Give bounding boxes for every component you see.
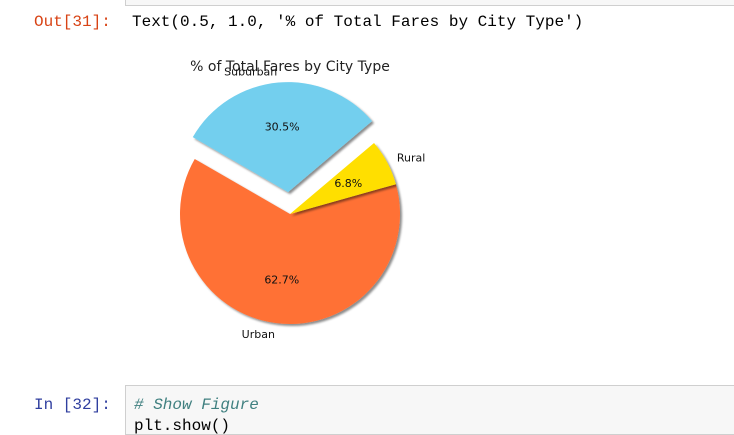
chart-title: % of Total Fares by City Type: [190, 59, 390, 75]
code-cell[interactable]: # Show Figure plt.show(): [125, 385, 734, 435]
category-label-suburban: Suburban: [224, 66, 277, 79]
pct-label-suburban: 30.5%: [265, 120, 300, 133]
code-comment: # Show Figure: [134, 396, 259, 414]
code-line: plt.show(): [134, 417, 231, 435]
pct-label-urban: 62.7%: [264, 273, 299, 286]
category-label-rural: Rural: [397, 151, 425, 164]
previous-cell-edge: [125, 0, 734, 6]
output-prompt: Out[31]:: [34, 13, 111, 31]
output-text: Text(0.5, 1.0, '% of Total Fares by City…: [132, 13, 584, 31]
input-prompt: In [32]:: [34, 396, 111, 414]
pct-label-rural: 6.8%: [334, 177, 362, 190]
pie-slice-urban: [179, 159, 400, 325]
category-label-urban: Urban: [242, 328, 275, 341]
pie-chart: % of Total Fares by City Type 62.7% Urban…: [179, 59, 425, 341]
pie-slice-suburban: [192, 82, 373, 193]
pie-slice-rural: [290, 142, 396, 214]
